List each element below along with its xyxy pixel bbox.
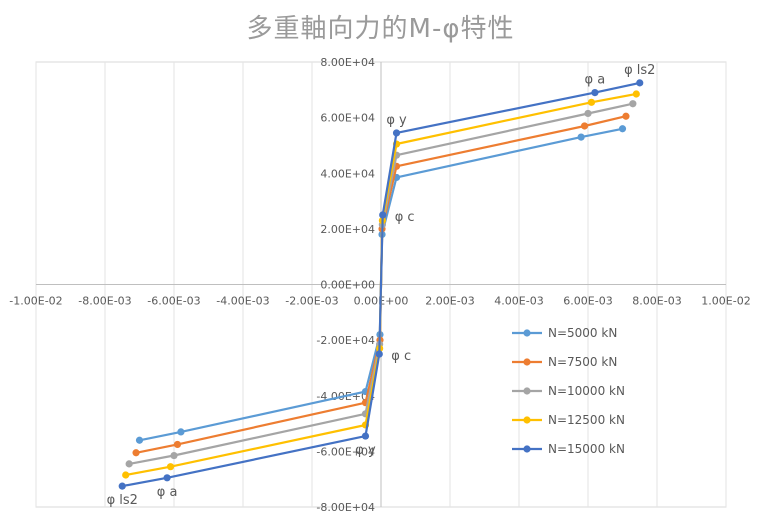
annotation-label: φ c	[391, 349, 411, 364]
legend-label: N=12500 kN	[548, 413, 625, 427]
data-point	[170, 451, 178, 460]
x-tick-label: 4.00E-03	[494, 295, 543, 308]
legend-entry: N=5000 kN	[512, 326, 617, 340]
legend-label: N=15000 kN	[548, 442, 625, 456]
annotation-label: φ a	[157, 485, 178, 500]
legend-entry: N=12500 kN	[512, 413, 625, 427]
x-tick-label: 1.00E-02	[701, 295, 750, 308]
x-tick-label: -4.00E-03	[216, 295, 269, 308]
chart-title: 多重軸向力的M-φ特性	[246, 14, 515, 44]
legend-label: N=10000 kN	[548, 384, 625, 398]
annotation-label: φ ls2	[107, 493, 138, 508]
annotation-label: φ y	[355, 443, 376, 458]
x-tick-label: -8.00E-03	[78, 295, 131, 308]
data-point	[580, 122, 589, 130]
y-tick-label: 4.00E+04	[320, 167, 375, 180]
legend-swatch-marker	[523, 358, 531, 366]
legend-entry: N=15000 kN	[512, 442, 625, 456]
legend-entry: N=7500 kN	[512, 355, 617, 369]
data-point	[125, 460, 133, 468]
legend-entry: N=10000 kN	[512, 384, 625, 398]
data-point	[379, 211, 387, 219]
data-point	[361, 432, 370, 440]
x-tick-label: -2.00E-03	[285, 295, 338, 308]
y-tick-label: 0.00E+00	[320, 279, 375, 292]
data-point	[622, 112, 630, 120]
data-point	[629, 100, 637, 108]
annotation-label: φ ls2	[624, 63, 655, 78]
x-tick-labels: -1.00E-02 -8.00E-03 -6.00E-03 -4.00E-03 -2.0…	[9, 295, 750, 308]
annotation-label: φ c	[395, 210, 415, 225]
x-tick-label: 2.00E-03	[425, 295, 474, 308]
legend-swatch-marker	[523, 387, 531, 395]
data-point	[132, 449, 140, 457]
annotations: φ ls2 φ a φ y φ c φ c φ y φ a φ ls2	[107, 63, 656, 508]
data-point	[587, 98, 596, 106]
data-point	[618, 125, 627, 133]
series-line	[122, 81, 641, 488]
legend-swatch-marker	[523, 416, 531, 424]
data-point	[636, 79, 644, 87]
y-tick-label: -2.00E+04	[316, 334, 375, 347]
y-tick-label: -6.00E+04	[316, 445, 375, 458]
y-tick-label: -8.00E+04	[316, 501, 375, 514]
data-point	[135, 436, 144, 444]
data-point	[177, 428, 185, 436]
data-point	[584, 109, 592, 118]
legend-swatch-marker	[523, 329, 531, 337]
x-tick-label: 8.00E-03	[632, 295, 681, 308]
x-tick-label: 6.00E-03	[563, 295, 612, 308]
y-tick-label: 8.00E+04	[320, 56, 375, 69]
y-tick-label: 6.00E+04	[320, 112, 375, 125]
annotation-label: φ y	[386, 113, 407, 128]
data-point	[577, 133, 585, 141]
data-point	[118, 482, 126, 490]
y-tick-label: 2.00E+04	[320, 223, 375, 236]
series-lines	[118, 79, 644, 490]
annotation-label: φ a	[585, 73, 606, 88]
series-n-15000-kn	[118, 79, 644, 490]
data-point	[173, 440, 182, 449]
data-point	[122, 471, 130, 479]
data-point	[632, 90, 640, 98]
data-point	[392, 129, 401, 137]
legend: N=5000 kN N=7500 kN N=10000 kN N=12500 kN N=…	[512, 326, 625, 456]
legend-swatch-marker	[523, 445, 531, 453]
data-point	[163, 474, 171, 482]
x-tick-label: -6.00E-03	[147, 295, 200, 308]
data-point	[166, 463, 175, 471]
data-point	[591, 88, 599, 97]
legend-label: N=5000 kN	[548, 326, 617, 340]
legend-label: N=7500 kN	[548, 355, 617, 369]
x-tick-label: -1.00E-02	[9, 295, 62, 308]
data-point	[375, 350, 383, 358]
